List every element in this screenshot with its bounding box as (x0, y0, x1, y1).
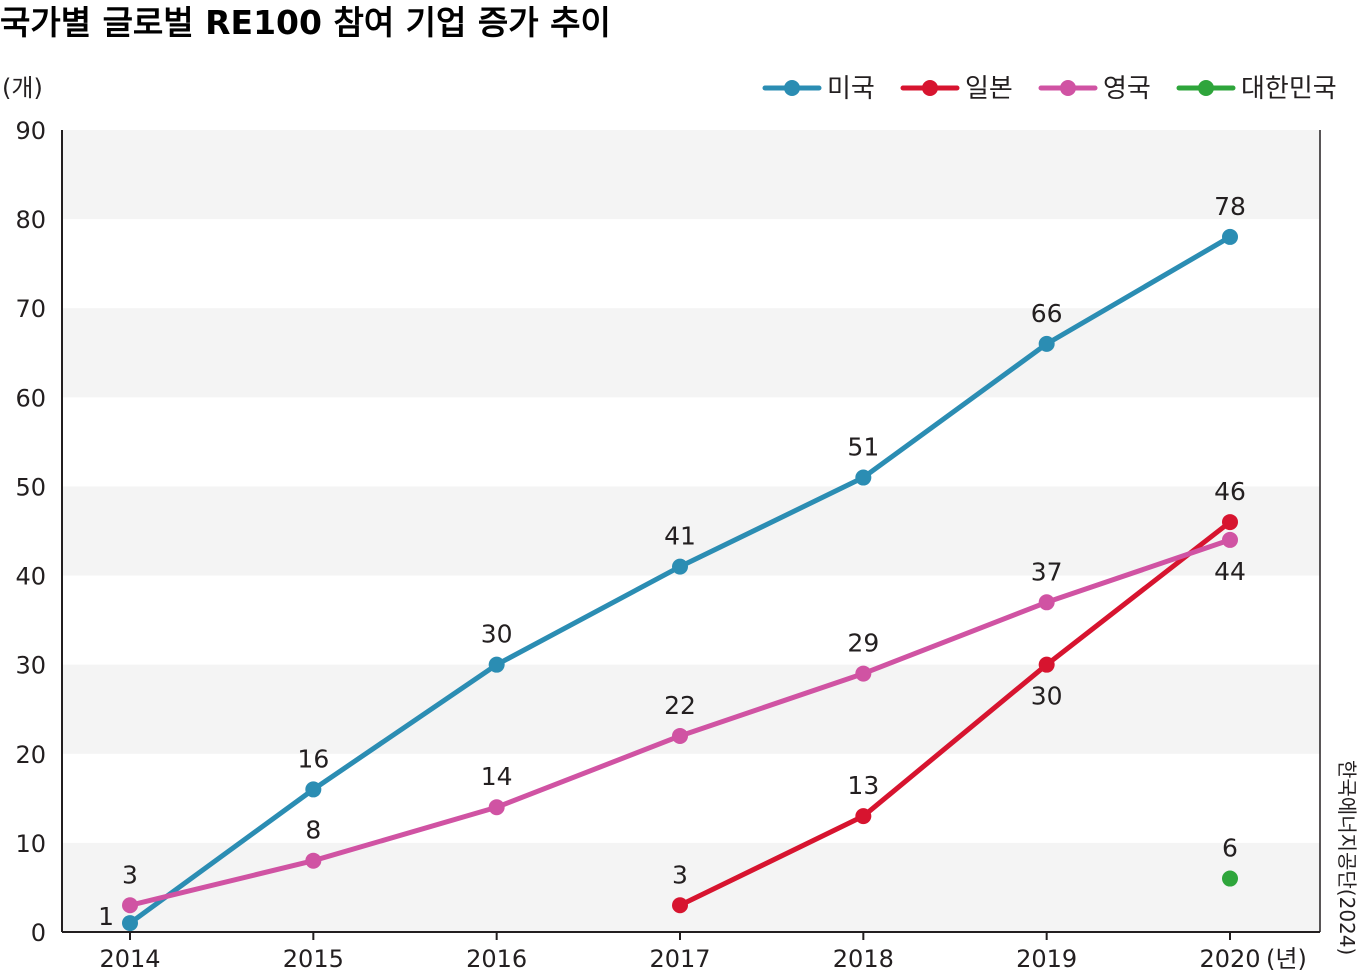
data-label: 41 (664, 522, 696, 551)
legend-label: 대한민국 (1241, 74, 1337, 104)
y-tick-label: 90 (15, 117, 46, 145)
y-tick-label: 70 (15, 295, 46, 323)
data-point (122, 897, 138, 914)
data-label: 66 (1031, 299, 1063, 328)
data-point (1038, 594, 1055, 611)
data-label: 46 (1214, 477, 1246, 506)
data-point (122, 915, 138, 932)
x-tick-label: 2017 (649, 945, 710, 973)
data-label: 51 (847, 433, 879, 462)
legend-marker (784, 80, 800, 96)
grid-bands (62, 130, 1320, 932)
data-label: 22 (664, 691, 696, 720)
data-label: 8 (305, 816, 321, 845)
data-label: 37 (1031, 557, 1063, 586)
legend-marker (922, 80, 938, 96)
legend-marker (1198, 80, 1214, 96)
data-label: 30 (1031, 682, 1063, 711)
data-label: 1 (98, 902, 114, 931)
y-tick-label: 0 (31, 919, 46, 947)
x-tick-label: 2020 (1199, 945, 1260, 973)
data-point (855, 665, 872, 682)
data-point (672, 558, 688, 575)
x-tick-label: 2019 (1016, 945, 1077, 973)
data-label: 14 (481, 762, 513, 791)
data-labels: 1 16 30 41 51 66 78 3 13 30 46 3 8 14 22 29 37 44 6 (98, 192, 1246, 931)
x-tick-label: 2016 (466, 945, 527, 973)
data-label: 29 (847, 629, 879, 658)
legend-marker (1060, 80, 1076, 96)
legend-label: 미국 (827, 74, 875, 104)
data-point (1038, 656, 1055, 673)
data-point (1222, 228, 1238, 245)
grid-band (62, 842, 1320, 932)
data-point (855, 808, 872, 825)
x-tick-label: 2015 (283, 945, 344, 973)
data-point (488, 656, 505, 673)
legend-label: 일본 (965, 74, 1013, 104)
data-point (1222, 514, 1238, 531)
series-line (677, 519, 1233, 908)
x-tick-labels: 2014 2015 2016 2017 2018 2019 2020 (99, 945, 1260, 973)
y-tick-label: 10 (15, 830, 46, 858)
legend: 미국 일본 영국 대한민국 (762, 74, 1337, 104)
data-point (305, 781, 322, 798)
y-tick-label: 40 (15, 563, 46, 591)
y-tick-label: 20 (15, 741, 46, 769)
axes (61, 130, 1321, 940)
data-point (672, 727, 688, 744)
data-point (488, 799, 505, 816)
series-group (122, 228, 1238, 932)
data-point (1038, 335, 1055, 352)
chart-title: 국가별 글로벌 RE100 참여 기업 증가 추이 (0, 3, 611, 42)
data-point (1222, 870, 1238, 887)
y-tick-label: 80 (15, 206, 46, 234)
data-label: 44 (1214, 557, 1246, 586)
grid-band (62, 308, 1320, 398)
legend-label: 영국 (1103, 74, 1151, 104)
data-label: 30 (481, 620, 513, 649)
x-tick-label: 2018 (833, 945, 894, 973)
data-point (672, 897, 688, 914)
data-label: 13 (847, 771, 879, 800)
source-note: 한국에너지공단(2024) (1335, 760, 1358, 955)
data-label: 6 (1222, 834, 1238, 863)
y-tick-labels: 0 10 20 30 40 50 60 70 80 90 (15, 117, 46, 947)
data-point (855, 469, 872, 486)
x-tick-label: 2014 (99, 945, 160, 973)
y-tick-label: 60 (15, 384, 46, 412)
data-label: 3 (122, 860, 138, 889)
grid-band (62, 130, 1320, 220)
y-tick-label: 50 (15, 473, 46, 501)
grid-band (62, 664, 1320, 754)
y-axis-unit: (개) (2, 74, 43, 102)
data-point (1222, 531, 1238, 548)
data-label: 16 (297, 744, 329, 773)
data-point (305, 852, 322, 869)
x-axis-unit: (년) (1266, 945, 1307, 973)
data-label: 78 (1214, 192, 1246, 221)
y-tick-label: 30 (15, 652, 46, 680)
data-label: 3 (672, 860, 688, 889)
